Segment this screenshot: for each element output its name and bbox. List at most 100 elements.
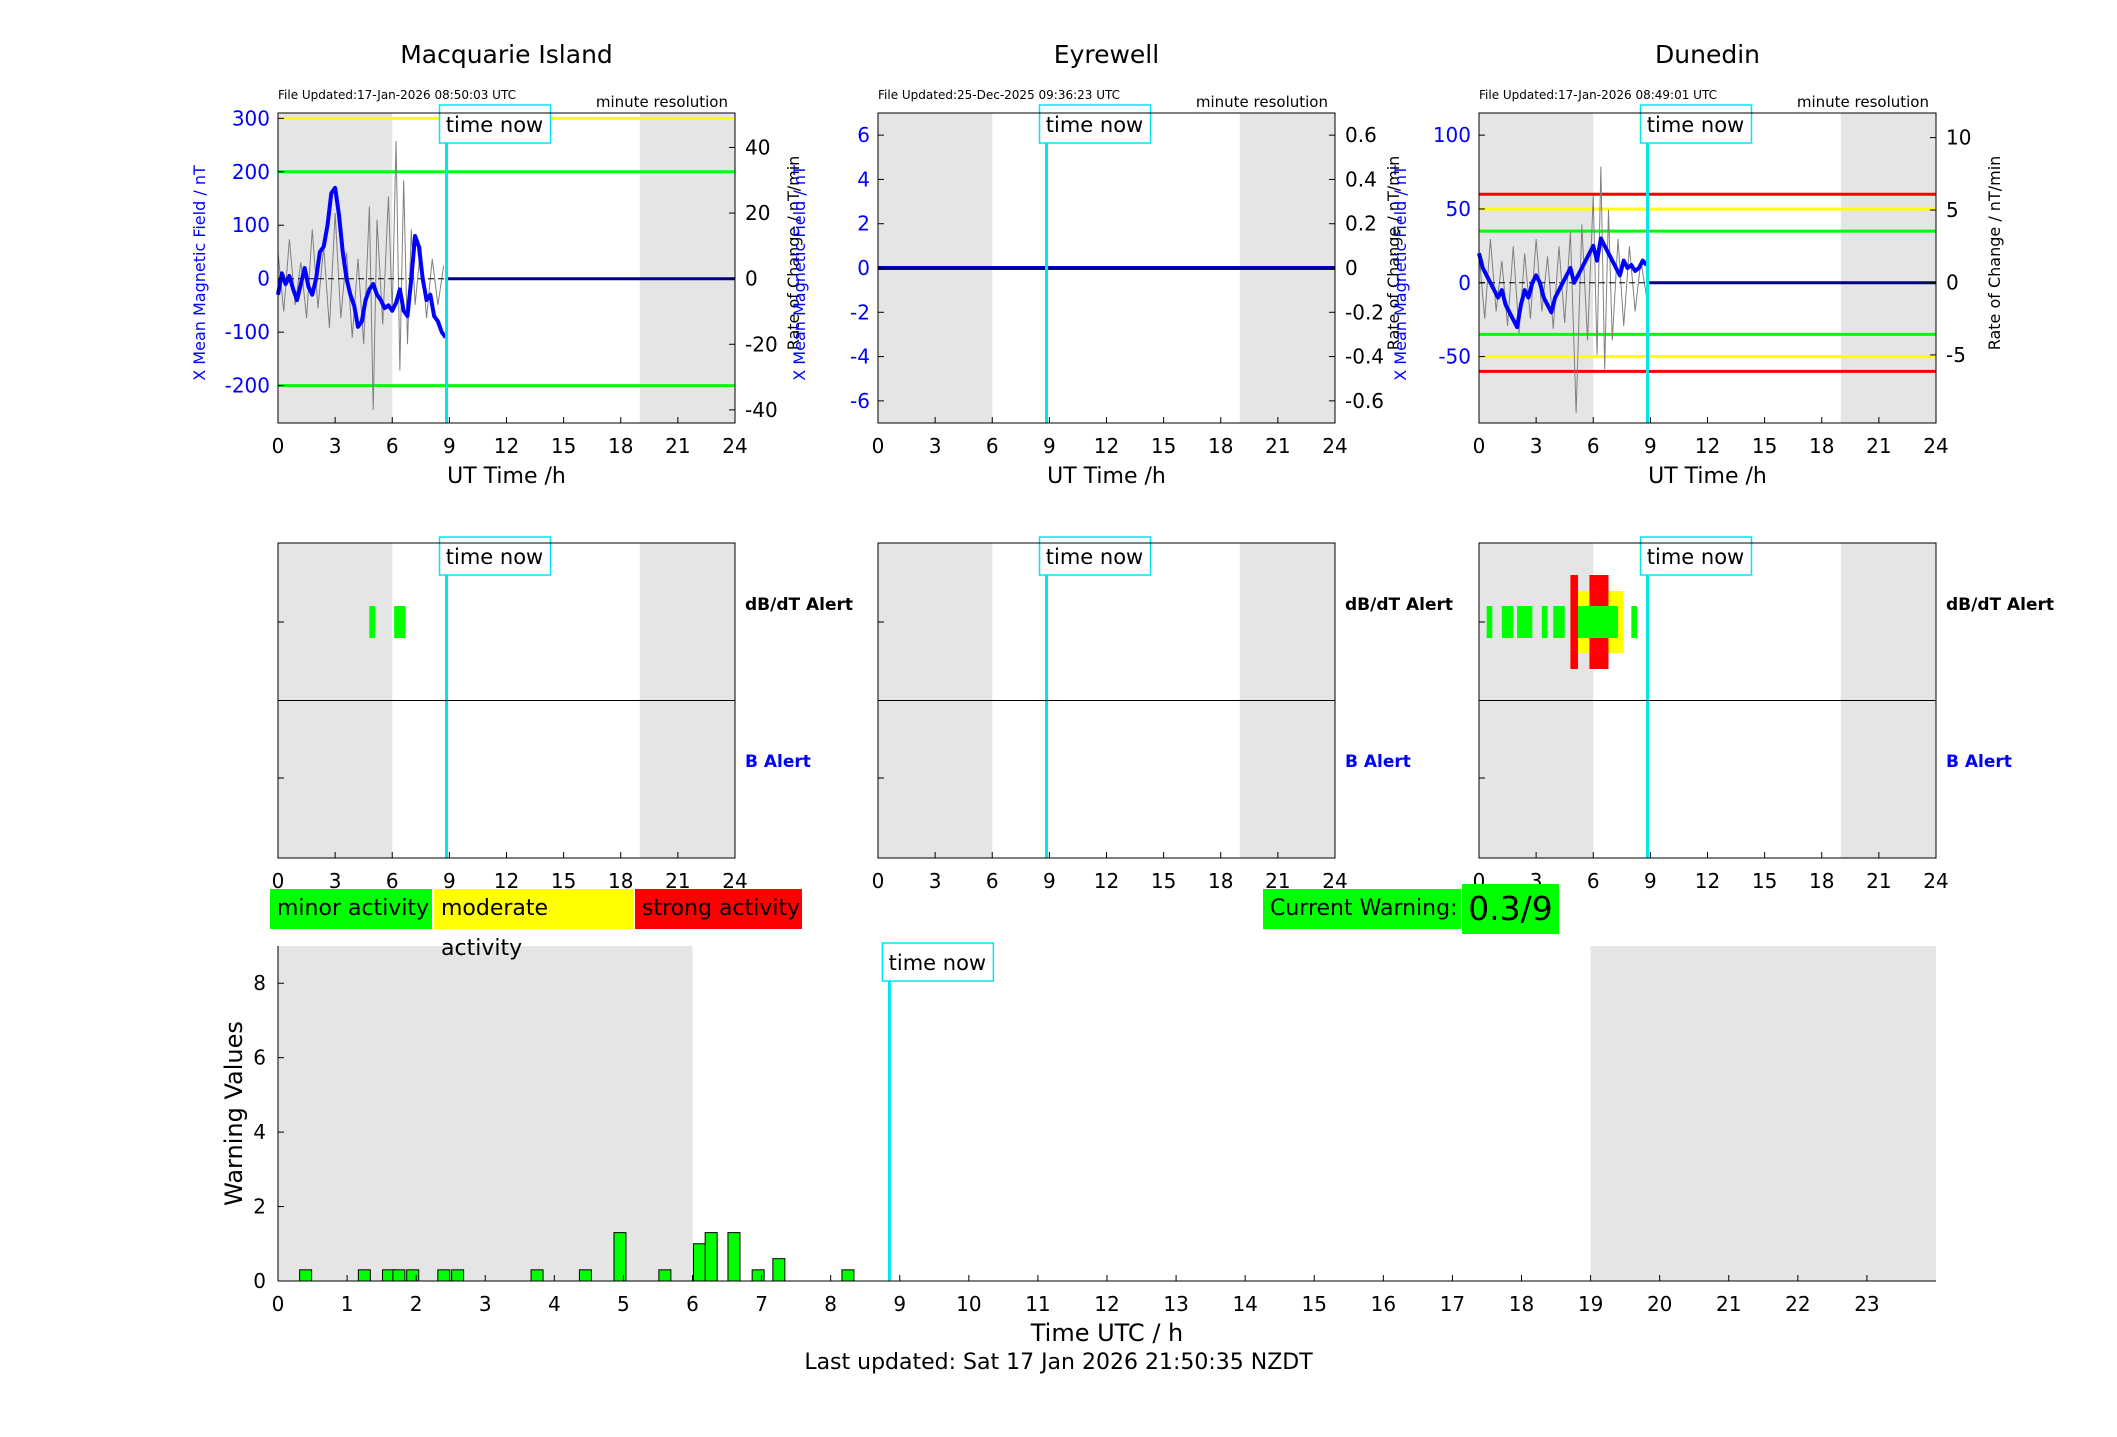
- file-updated-text: File Updated:25-Dec-2025 09:36:23 UTC: [878, 88, 1120, 102]
- x-tick-label: 6: [1587, 434, 1600, 458]
- right-tick-label: 0: [1345, 256, 1358, 280]
- warning-bar: [751, 1269, 765, 1282]
- left-tick-label: 0: [257, 267, 270, 291]
- x-tick-label: 18: [1809, 434, 1834, 458]
- x-tick-label: 18: [1509, 1292, 1534, 1316]
- x-tick-label: 12: [1094, 869, 1119, 893]
- warning-bar: [406, 1269, 420, 1282]
- y-tick-label: 4: [253, 1120, 266, 1144]
- x-tick-label: 20: [1647, 1292, 1672, 1316]
- warning-bar: [658, 1269, 672, 1282]
- x-tick-label: 21: [1866, 869, 1891, 893]
- x-tick-label: 24: [722, 434, 747, 458]
- warning-bar: [704, 1232, 718, 1282]
- left-tick-label: -200: [225, 374, 270, 398]
- left-tick-label: 100: [1433, 123, 1471, 147]
- dbdt-alert-bar: [1578, 606, 1619, 638]
- x-tick-label: 21: [1866, 434, 1891, 458]
- time-now-label: time now: [1046, 113, 1143, 137]
- legend-strong-activity: strong activity: [635, 889, 802, 929]
- x-tick-label: 0: [872, 434, 885, 458]
- x-tick-label: 19: [1578, 1292, 1603, 1316]
- time-now-box: [1639, 104, 1753, 144]
- right-y-axis-label: Rate of Change / nT/min: [1985, 156, 2004, 351]
- x-tick-label: 9: [443, 869, 456, 893]
- x-tick-label: 13: [1163, 1292, 1188, 1316]
- warning-bar: [772, 1258, 786, 1282]
- warning-bar: [437, 1269, 451, 1282]
- x-tick-label: 15: [1752, 434, 1777, 458]
- time-now-label: time now: [1046, 545, 1143, 569]
- right-tick-label: -0.6: [1345, 389, 1384, 413]
- x-tick-label: 23: [1854, 1292, 1879, 1316]
- time-now-box: [438, 104, 552, 144]
- b-alert-label: B Alert: [1946, 752, 2012, 772]
- x-tick-label: 24: [1322, 434, 1347, 458]
- x-tick-label: 9: [1043, 434, 1056, 458]
- dbdt-alert-bar: [1618, 591, 1624, 653]
- left-tick-label: -4: [850, 345, 870, 369]
- dbdt-alert-bar: [1541, 606, 1548, 638]
- night-shade: [1590, 946, 1936, 1281]
- x-tick-label: 21: [665, 434, 690, 458]
- right-y-axis-label: Rate of Change / nT/min: [1384, 156, 1403, 351]
- right-tick-label: -40: [745, 398, 778, 422]
- right-tick-label: 0: [745, 267, 758, 291]
- x-tick-label: 6: [386, 869, 399, 893]
- magnetic-field-line: [276, 185, 448, 339]
- x-axis-label: UT Time /h: [1047, 464, 1166, 489]
- x-tick-label: 6: [986, 869, 999, 893]
- x-tick-label: 17: [1440, 1292, 1465, 1316]
- right-tick-label: -0.4: [1345, 345, 1384, 369]
- x-tick-label: 15: [551, 434, 576, 458]
- y-tick-label: 6: [253, 1046, 266, 1070]
- right-tick-label: -5: [1946, 343, 1966, 367]
- station-title: Eyrewell: [1054, 40, 1159, 69]
- x-tick-label: 18: [1208, 869, 1233, 893]
- night-shade: [639, 113, 735, 423]
- x-tick-label: 1: [341, 1292, 354, 1316]
- dbdt-alert-bar: [1517, 606, 1533, 638]
- left-tick-label: 100: [232, 213, 270, 237]
- right-tick-label: 40: [745, 135, 770, 159]
- left-tick-label: 4: [857, 167, 870, 191]
- dbdt-alert-bar: [1631, 606, 1638, 638]
- warning-bar: [727, 1232, 741, 1282]
- x-tick-label: 24: [1923, 869, 1948, 893]
- left-tick-label: 300: [232, 106, 270, 130]
- left-tick-label: -2: [850, 300, 870, 324]
- resolution-label: minute resolution: [1797, 93, 1929, 111]
- x-tick-label: 12: [1695, 869, 1720, 893]
- resolution-label: minute resolution: [596, 93, 728, 111]
- dbdt-alert-bar: [1570, 575, 1579, 669]
- x-tick-label: 10: [956, 1292, 981, 1316]
- right-tick-label: 0: [1946, 270, 1959, 294]
- x-tick-label: 16: [1371, 1292, 1396, 1316]
- time-now-label: time now: [1647, 545, 1744, 569]
- y-tick-label: 8: [253, 971, 266, 995]
- left-y-axis-label: X Mean Magnetic Field / nT: [1391, 165, 1410, 381]
- right-tick-label: 5: [1946, 198, 1959, 222]
- warning-bar: [392, 1269, 406, 1282]
- warning-bar: [613, 1232, 627, 1282]
- dbdt-alert-bar: [394, 606, 406, 638]
- file-updated-text: File Updated:17-Jan-2026 08:50:03 UTC: [278, 88, 516, 102]
- x-tick-label: 6: [386, 434, 399, 458]
- time-now-box: [1038, 104, 1152, 144]
- y-axis-label: Warning Values: [220, 1021, 248, 1206]
- x-tick-label: 12: [1695, 434, 1720, 458]
- night-shade: [278, 946, 693, 1281]
- station-title: Macquarie Island: [400, 40, 613, 69]
- right-tick-label: 20: [745, 201, 770, 225]
- x-tick-label: 18: [1208, 434, 1233, 458]
- left-y-axis-label: X Mean Magnetic Field / nT: [790, 165, 809, 381]
- dbdt-alert-bar: [369, 606, 376, 638]
- time-now-label: time now: [446, 545, 543, 569]
- x-axis-label: UT Time /h: [1648, 464, 1767, 489]
- night-shade: [1840, 113, 1936, 423]
- y-tick-label: 2: [253, 1195, 266, 1219]
- x-axis-label: UT Time /h: [447, 464, 566, 489]
- warning-bar: [299, 1269, 313, 1282]
